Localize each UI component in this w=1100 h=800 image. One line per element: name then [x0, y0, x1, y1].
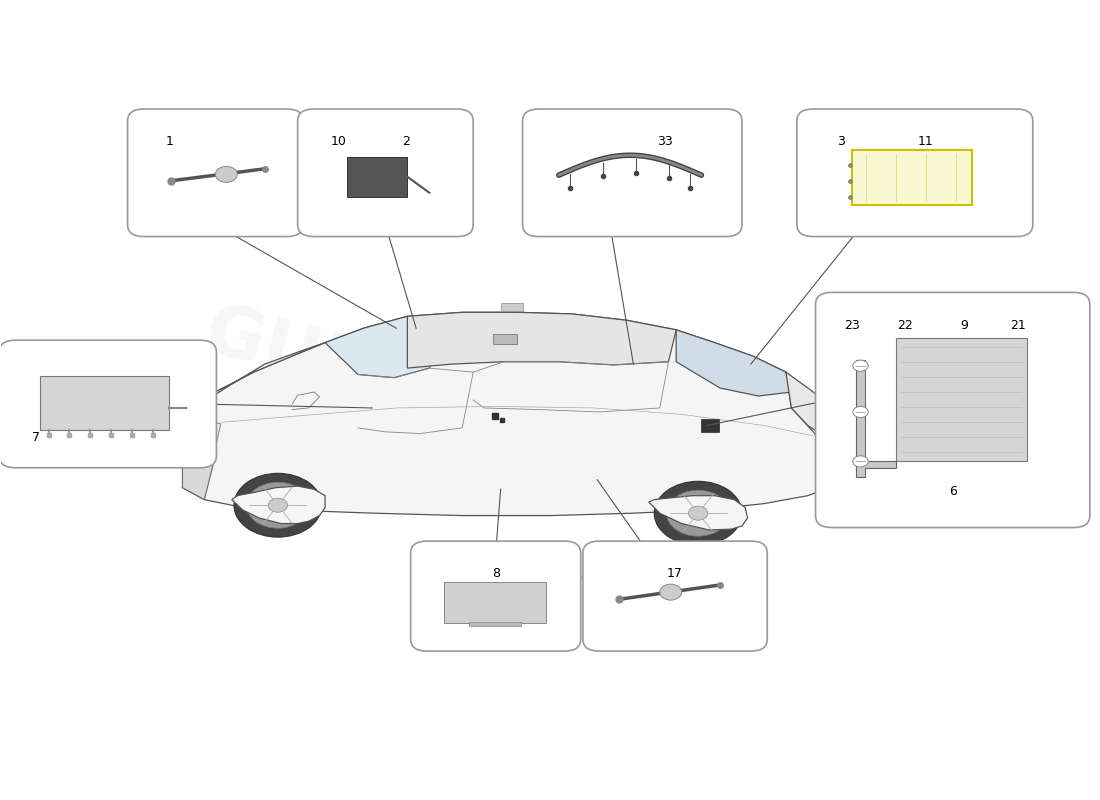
FancyBboxPatch shape: [410, 541, 581, 651]
Bar: [40, 376, 169, 430]
Circle shape: [234, 474, 322, 537]
Polygon shape: [186, 342, 326, 432]
Polygon shape: [407, 312, 676, 368]
Text: 7: 7: [32, 431, 40, 444]
Bar: [895, 338, 1027, 462]
Text: 23: 23: [844, 318, 860, 332]
FancyBboxPatch shape: [796, 109, 1033, 237]
Polygon shape: [856, 360, 895, 478]
Circle shape: [216, 166, 238, 182]
Polygon shape: [785, 372, 835, 440]
Bar: [469, 622, 521, 626]
Text: 8: 8: [492, 567, 499, 581]
Text: 11: 11: [917, 135, 933, 148]
FancyBboxPatch shape: [522, 109, 743, 237]
Polygon shape: [232, 486, 326, 523]
Circle shape: [667, 490, 729, 536]
Circle shape: [660, 584, 682, 600]
Bar: [851, 150, 972, 205]
Polygon shape: [183, 428, 216, 500]
FancyBboxPatch shape: [583, 541, 768, 651]
Bar: [500, 302, 522, 310]
Circle shape: [852, 360, 868, 371]
Text: 33: 33: [658, 135, 673, 148]
Bar: [443, 582, 546, 623]
Circle shape: [654, 482, 743, 545]
Circle shape: [246, 482, 309, 528]
Text: a passion for parts: a passion for parts: [475, 537, 669, 606]
Text: GULOSEIMAS: GULOSEIMAS: [197, 298, 727, 502]
Text: 3: 3: [837, 135, 845, 148]
Text: 2: 2: [402, 135, 409, 148]
Text: 21: 21: [1011, 318, 1026, 332]
FancyBboxPatch shape: [0, 340, 217, 468]
Polygon shape: [346, 157, 407, 197]
Text: 9: 9: [960, 318, 968, 332]
Text: 17: 17: [667, 567, 683, 581]
Circle shape: [268, 498, 287, 512]
Circle shape: [852, 406, 868, 418]
Circle shape: [852, 456, 868, 467]
Polygon shape: [191, 420, 221, 456]
Polygon shape: [326, 316, 449, 378]
FancyBboxPatch shape: [298, 109, 473, 237]
FancyBboxPatch shape: [128, 109, 304, 237]
Bar: [702, 419, 719, 432]
Text: 22: 22: [898, 318, 913, 332]
Polygon shape: [649, 496, 748, 530]
Text: 6: 6: [948, 485, 957, 498]
Circle shape: [689, 506, 707, 520]
Bar: [493, 334, 517, 344]
Text: 1: 1: [166, 135, 174, 148]
Polygon shape: [676, 330, 791, 396]
Text: 10: 10: [331, 135, 346, 148]
FancyBboxPatch shape: [815, 292, 1090, 527]
Polygon shape: [183, 312, 835, 515]
